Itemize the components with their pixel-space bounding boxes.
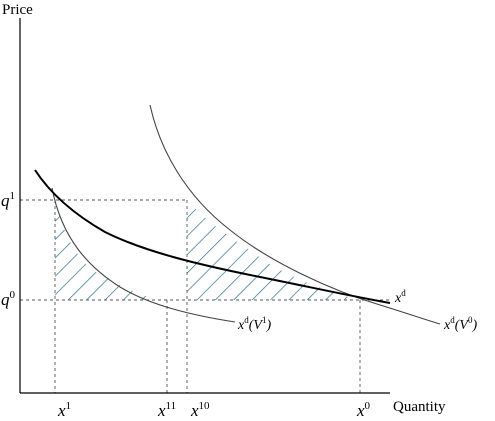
y-tick-q0: q0 [1,289,16,309]
x-tick-x10: x10 [190,400,210,420]
x-axis-title: Quantity [393,399,446,415]
marshallian-curve [34,169,391,304]
label-hicks-v0: xd(V0) [443,315,477,333]
label-marshallian: xd [394,288,406,306]
y-axis-title: Price [2,2,33,18]
hatched-area-v0 [187,200,360,300]
hicks-curve-v0 [149,104,441,325]
x-tick-x11: x11 [157,400,176,420]
label-hicks-v1: xd(V1) [237,315,271,333]
axes [19,18,390,394]
hicks-curve-v1 [51,187,236,323]
x-tick-x1: x1 [57,400,71,420]
guide-lines [20,199,390,393]
hatched-area-v1 [55,200,160,300]
y-tick-q1: q1 [1,190,15,210]
x-tick-x0: x0 [356,400,371,420]
